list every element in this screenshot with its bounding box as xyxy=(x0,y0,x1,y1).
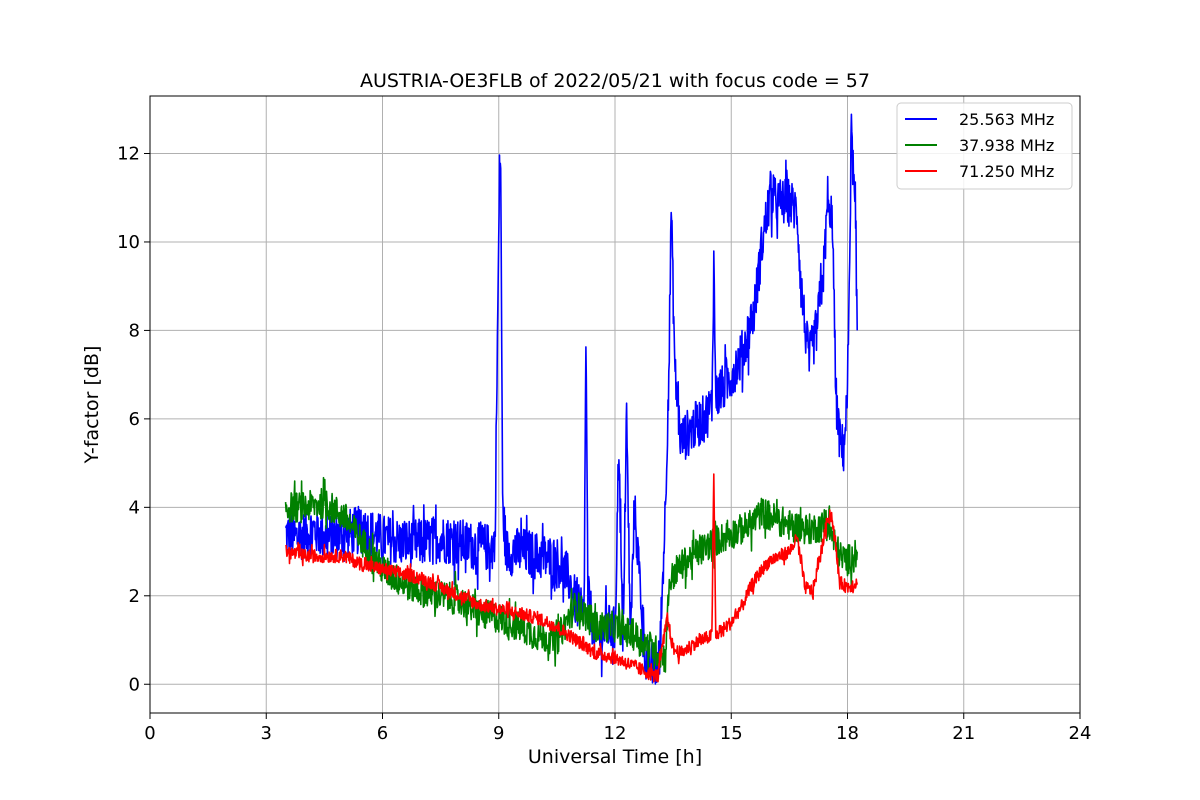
legend-box xyxy=(896,102,1073,190)
x-tick-label: 6 xyxy=(377,723,388,744)
legend: 25.563 MHz 37.938 MHz 71.250 MHz xyxy=(896,102,1073,190)
x-tick-label: 15 xyxy=(720,723,743,744)
y-tick-label: 10 xyxy=(117,232,140,253)
y-tick-label: 4 xyxy=(129,497,140,518)
x-tick-label: 21 xyxy=(952,723,975,744)
legend-label-1: 25.563 MHz xyxy=(959,110,1054,129)
y-tick-label: 12 xyxy=(117,143,140,164)
x-tick-label: 12 xyxy=(604,723,627,744)
x-tick-label: 0 xyxy=(144,723,155,744)
x-tick-label: 3 xyxy=(261,723,272,744)
legend-label-2: 37.938 MHz xyxy=(959,136,1054,155)
series-line-3 xyxy=(284,473,858,683)
y-axis-label: Y-factor [dB] xyxy=(81,346,103,465)
x-tick-label: 24 xyxy=(1069,723,1092,744)
x-tick-label: 9 xyxy=(493,723,504,744)
y-tick-label: 2 xyxy=(129,586,140,607)
y-tick-label: 6 xyxy=(129,409,140,430)
legend-label-3: 71.250 MHz xyxy=(959,162,1054,181)
x-axis-label: Universal Time [h] xyxy=(528,746,702,768)
y-tick-label: 8 xyxy=(129,320,140,341)
y-tick-label: 0 xyxy=(129,674,140,695)
x-tick-label: 18 xyxy=(836,723,859,744)
chart-title: AUSTRIA-OE3FLB of 2022/05/21 with focus … xyxy=(360,70,870,92)
plot-series xyxy=(284,113,858,685)
